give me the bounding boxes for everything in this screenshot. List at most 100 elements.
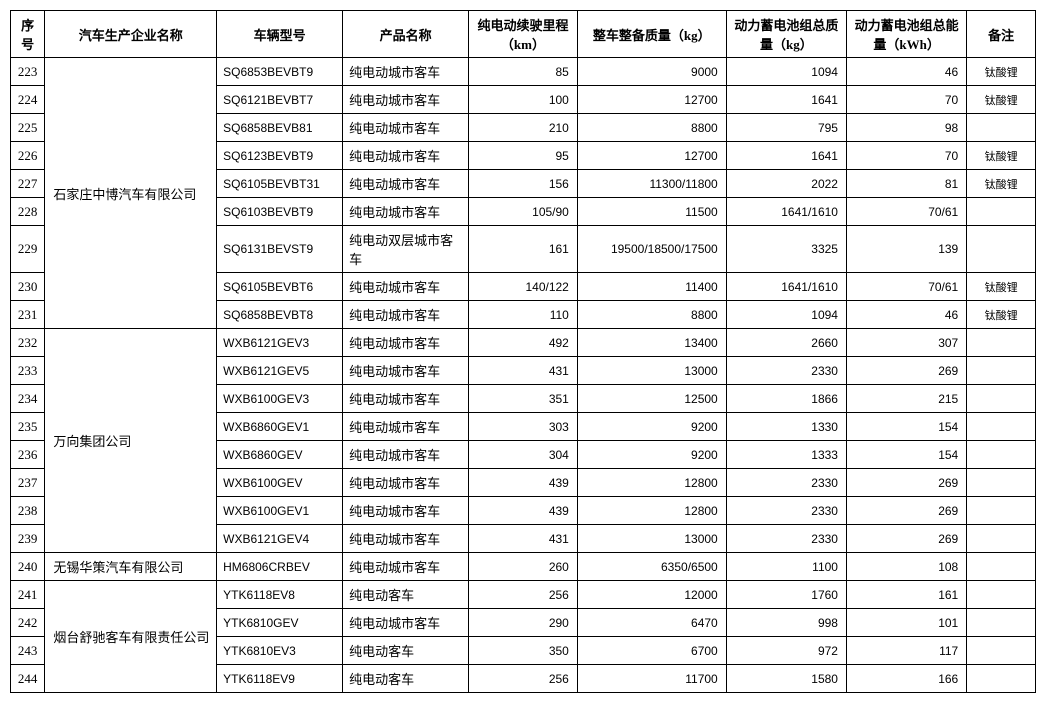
cell-mass: 19500/18500/17500: [577, 226, 726, 273]
cell-mass: 11500: [577, 198, 726, 226]
cell-energy: 154: [846, 441, 966, 469]
cell-model: HM6806CRBEV: [217, 553, 343, 581]
cell-mass: 12500: [577, 385, 726, 413]
table-header-row: 序号汽车生产企业名称车辆型号产品名称纯电动续驶里程（km）整车整备质量（kg）动…: [11, 11, 1036, 58]
cell-product: 纯电动城市客车: [343, 441, 469, 469]
col-header-mass: 整车整备质量（kg）: [577, 11, 726, 58]
cell-remark: 钛酸锂: [967, 301, 1036, 329]
cell-remark: [967, 114, 1036, 142]
cell-mass: 8800: [577, 301, 726, 329]
cell-product: 纯电动城市客车: [343, 357, 469, 385]
cell-remark: [967, 665, 1036, 693]
cell-range: 110: [469, 301, 578, 329]
cell-mass: 9200: [577, 413, 726, 441]
cell-mass: 9200: [577, 441, 726, 469]
cell-remark: 钛酸锂: [967, 86, 1036, 114]
cell-product: 纯电动城市客车: [343, 329, 469, 357]
col-header-seq: 序号: [11, 11, 45, 58]
cell-mass: 12800: [577, 469, 726, 497]
cell-model: SQ6853BEVBT9: [217, 58, 343, 86]
cell-product: 纯电动城市客车: [343, 301, 469, 329]
cell-range: 303: [469, 413, 578, 441]
cell-remark: [967, 637, 1036, 665]
cell-product: 纯电动城市客车: [343, 385, 469, 413]
table-row: 240无锡华策汽车有限公司HM6806CRBEV纯电动城市客车2606350/6…: [11, 553, 1036, 581]
cell-product: 纯电动城市客车: [343, 170, 469, 198]
cell-product: 纯电动城市客车: [343, 86, 469, 114]
cell-energy: 70: [846, 142, 966, 170]
ev-bus-table: 序号汽车生产企业名称车辆型号产品名称纯电动续驶里程（km）整车整备质量（kg）动…: [10, 10, 1036, 693]
cell-model: YTK6118EV9: [217, 665, 343, 693]
cell-remark: [967, 609, 1036, 637]
cell-mass: 12000: [577, 581, 726, 609]
cell-energy: 70/61: [846, 198, 966, 226]
cell-remark: [967, 553, 1036, 581]
cell-seq: 223: [11, 58, 45, 86]
cell-seq: 237: [11, 469, 45, 497]
cell-mass: 6350/6500: [577, 553, 726, 581]
cell-remark: [967, 497, 1036, 525]
cell-energy: 70: [846, 86, 966, 114]
cell-range: 290: [469, 609, 578, 637]
cell-range: 140/122: [469, 273, 578, 301]
cell-seq: 244: [11, 665, 45, 693]
cell-range: 492: [469, 329, 578, 357]
cell-model: YTK6810GEV: [217, 609, 343, 637]
cell-model: SQ6858BEVB81: [217, 114, 343, 142]
cell-seq: 228: [11, 198, 45, 226]
cell-mass: 6700: [577, 637, 726, 665]
cell-mass: 13400: [577, 329, 726, 357]
cell-remark: [967, 385, 1036, 413]
cell-model: SQ6105BEVBT6: [217, 273, 343, 301]
cell-seq: 238: [11, 497, 45, 525]
cell-remark: 钛酸锂: [967, 58, 1036, 86]
cell-model: SQ6105BEVBT31: [217, 170, 343, 198]
cell-batmass: 972: [726, 637, 846, 665]
cell-batmass: 2330: [726, 497, 846, 525]
cell-batmass: 1641: [726, 142, 846, 170]
cell-range: 431: [469, 357, 578, 385]
cell-mass: 11300/11800: [577, 170, 726, 198]
cell-batmass: 1580: [726, 665, 846, 693]
cell-batmass: 2330: [726, 469, 846, 497]
col-header-batmass: 动力蓄电池组总质量（kg）: [726, 11, 846, 58]
cell-remark: [967, 525, 1036, 553]
cell-range: 439: [469, 469, 578, 497]
cell-energy: 81: [846, 170, 966, 198]
cell-mass: 11700: [577, 665, 726, 693]
cell-range: 439: [469, 497, 578, 525]
company-cell: 石家庄中博汽车有限公司: [45, 58, 217, 329]
cell-remark: 钛酸锂: [967, 170, 1036, 198]
cell-energy: 215: [846, 385, 966, 413]
cell-batmass: 1094: [726, 301, 846, 329]
cell-seq: 242: [11, 609, 45, 637]
cell-batmass: 2022: [726, 170, 846, 198]
cell-model: YTK6118EV8: [217, 581, 343, 609]
cell-product: 纯电动城市客车: [343, 525, 469, 553]
cell-product: 纯电动城市客车: [343, 273, 469, 301]
cell-product: 纯电动城市客车: [343, 469, 469, 497]
cell-energy: 98: [846, 114, 966, 142]
col-header-product: 产品名称: [343, 11, 469, 58]
company-cell: 无锡华策汽车有限公司: [45, 553, 217, 581]
cell-product: 纯电动城市客车: [343, 142, 469, 170]
col-header-range: 纯电动续驶里程（km）: [469, 11, 578, 58]
cell-energy: 269: [846, 357, 966, 385]
cell-range: 105/90: [469, 198, 578, 226]
cell-seq: 240: [11, 553, 45, 581]
cell-model: WXB6121GEV5: [217, 357, 343, 385]
cell-seq: 235: [11, 413, 45, 441]
cell-range: 210: [469, 114, 578, 142]
cell-product: 纯电动城市客车: [343, 58, 469, 86]
cell-mass: 9000: [577, 58, 726, 86]
cell-remark: [967, 413, 1036, 441]
table-row: 223石家庄中博汽车有限公司SQ6853BEVBT9纯电动城市客车8590001…: [11, 58, 1036, 86]
cell-model: WXB6860GEV: [217, 441, 343, 469]
cell-batmass: 1866: [726, 385, 846, 413]
col-header-company: 汽车生产企业名称: [45, 11, 217, 58]
cell-mass: 12700: [577, 142, 726, 170]
cell-range: 156: [469, 170, 578, 198]
cell-product: 纯电动城市客车: [343, 609, 469, 637]
cell-remark: [967, 329, 1036, 357]
cell-seq: 232: [11, 329, 45, 357]
